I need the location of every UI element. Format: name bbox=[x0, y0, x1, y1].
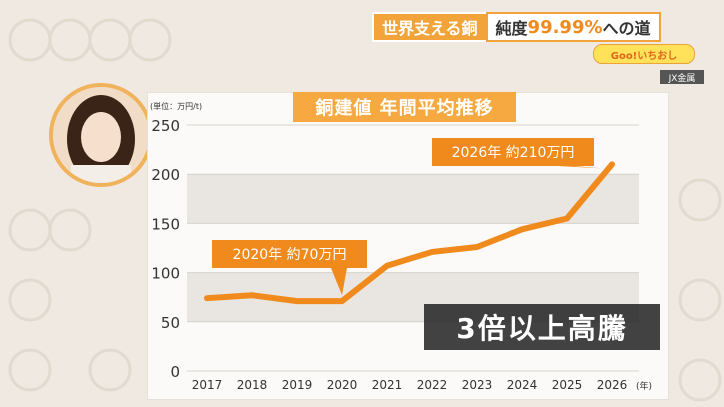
annotation-text: 2020年 約70万円 bbox=[233, 247, 347, 263]
unit-label: (単位：万円/t) bbox=[150, 102, 203, 111]
data-point bbox=[205, 296, 209, 301]
annotation-pointer bbox=[558, 166, 602, 169]
data-point bbox=[385, 263, 389, 268]
y-tick-label: 0 bbox=[170, 363, 180, 381]
x-unit-label: (年) bbox=[636, 380, 652, 392]
topic-right: 純度 99.99% への道 bbox=[485, 12, 661, 42]
presenter-avatar bbox=[49, 83, 153, 187]
x-tick-label: 2026 bbox=[597, 378, 628, 392]
x-tick-label: 2025 bbox=[552, 378, 583, 392]
chart-title: 銅建値 年間平均推移 bbox=[293, 92, 516, 122]
data-point bbox=[340, 299, 344, 304]
x-tick-label: 2019 bbox=[282, 378, 313, 392]
topic-right-prefix: 純度 bbox=[495, 19, 528, 38]
grid-band bbox=[187, 174, 639, 224]
x-tick-label: 2020 bbox=[327, 378, 358, 392]
x-tick-label: 2024 bbox=[507, 378, 538, 392]
data-point bbox=[475, 245, 479, 250]
source-credit: JX金属 bbox=[660, 70, 704, 84]
y-tick-label: 50 bbox=[161, 314, 180, 332]
presenter-avatar-illustration bbox=[53, 87, 149, 183]
x-tick-label: 2018 bbox=[237, 378, 268, 392]
topic-banner: 世界支える銅 純度 99.99% への道 bbox=[372, 12, 661, 42]
x-tick-label: 2022 bbox=[417, 378, 448, 392]
data-point bbox=[430, 249, 434, 254]
x-tick-label: 2017 bbox=[192, 378, 223, 392]
data-point bbox=[520, 227, 524, 232]
topic-right-suffix: への道 bbox=[602, 19, 651, 38]
topic-right-highlight: 99.99% bbox=[527, 16, 603, 38]
y-tick-label: 250 bbox=[151, 117, 180, 135]
series-line bbox=[204, 161, 615, 305]
y-tick-label: 200 bbox=[151, 166, 180, 184]
data-point bbox=[250, 293, 254, 298]
annotation-box bbox=[432, 138, 594, 166]
y-tick-label: 100 bbox=[151, 265, 180, 283]
x-tick-label: 2021 bbox=[372, 378, 403, 392]
headline-overlay: 3倍以上高騰 bbox=[424, 304, 660, 350]
data-point bbox=[565, 216, 569, 221]
program-logo: Goo!いちおし bbox=[593, 44, 695, 64]
data-point bbox=[610, 162, 614, 167]
annotation-pointer bbox=[331, 268, 347, 296]
data-point bbox=[295, 299, 299, 304]
topic-left: 世界支える銅 bbox=[372, 12, 486, 42]
annotation-text: 2026年 約210万円 bbox=[452, 145, 575, 161]
y-tick-label: 150 bbox=[151, 215, 180, 233]
annotation-box bbox=[212, 240, 367, 268]
x-tick-label: 2023 bbox=[462, 378, 493, 392]
